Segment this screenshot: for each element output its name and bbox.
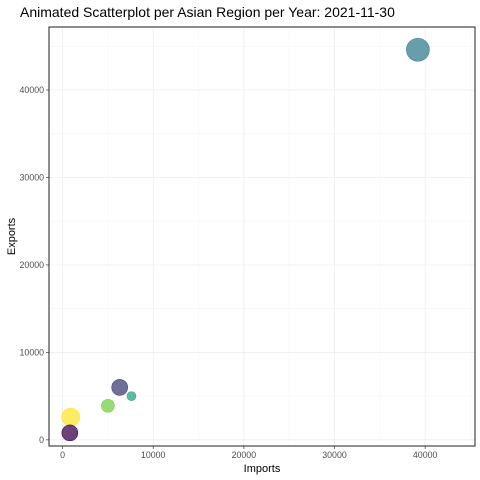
scatter-point <box>101 398 115 413</box>
scatter-points <box>61 37 430 442</box>
y-tick-label: 30000 <box>20 172 45 182</box>
scatter-point <box>61 407 81 427</box>
x-tick-label: 0 <box>60 450 65 460</box>
axis-ticks: 0 10000 20000 30000 40000 0 10000 20000 30000 400… <box>20 85 438 460</box>
x-tick-label: 30000 <box>322 450 347 460</box>
chart-title: Animated Scatterplot per Asian Region pe… <box>20 4 395 20</box>
x-tick-label: 20000 <box>232 450 257 460</box>
y-axis-title: Exports <box>6 217 18 255</box>
scatter-point <box>111 379 128 396</box>
plot-panel <box>48 26 476 447</box>
y-tick-label: 20000 <box>20 260 45 270</box>
grid-lines <box>49 27 475 446</box>
x-axis-title: Imports <box>244 463 281 475</box>
scatter-point <box>126 391 137 401</box>
x-tick-label: 40000 <box>413 450 438 460</box>
y-tick-label: 10000 <box>20 347 45 357</box>
y-tick-label: 0 <box>39 435 44 445</box>
x-tick-label: 10000 <box>141 450 166 460</box>
scatter-point <box>61 424 79 442</box>
scatter-point <box>406 37 430 62</box>
y-tick-label: 40000 <box>20 85 45 95</box>
